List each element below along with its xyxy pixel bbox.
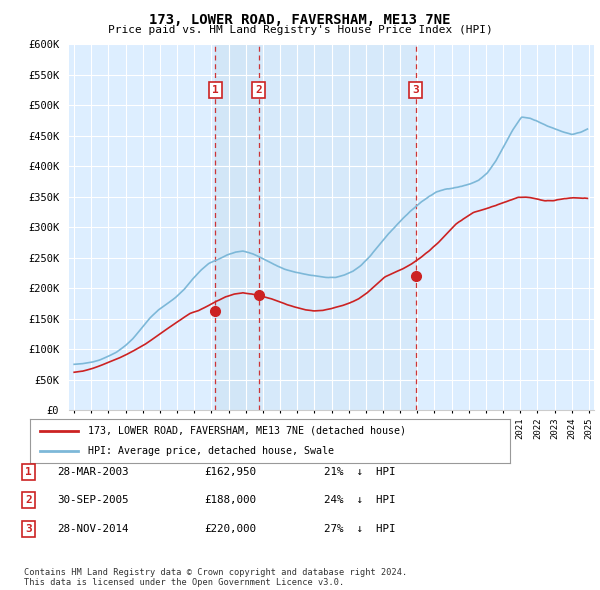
Text: 1: 1	[212, 85, 219, 95]
Text: HPI: Average price, detached house, Swale: HPI: Average price, detached house, Swal…	[88, 446, 334, 456]
Text: 27%  ↓  HPI: 27% ↓ HPI	[324, 524, 395, 533]
Text: Price paid vs. HM Land Registry's House Price Index (HPI): Price paid vs. HM Land Registry's House …	[107, 25, 493, 35]
Text: 28-NOV-2014: 28-NOV-2014	[57, 524, 128, 533]
Text: 30-SEP-2005: 30-SEP-2005	[57, 496, 128, 505]
Text: 28-MAR-2003: 28-MAR-2003	[57, 467, 128, 477]
Text: This data is licensed under the Open Government Licence v3.0.: This data is licensed under the Open Gov…	[24, 578, 344, 587]
Text: 173, LOWER ROAD, FAVERSHAM, ME13 7NE: 173, LOWER ROAD, FAVERSHAM, ME13 7NE	[149, 13, 451, 27]
Bar	[259, 44, 416, 410]
Text: 173, LOWER ROAD, FAVERSHAM, ME13 7NE (detached house): 173, LOWER ROAD, FAVERSHAM, ME13 7NE (de…	[88, 426, 406, 436]
Text: 3: 3	[25, 524, 32, 533]
Text: Contains HM Land Registry data © Crown copyright and database right 2024.: Contains HM Land Registry data © Crown c…	[24, 568, 407, 577]
Text: 3: 3	[412, 85, 419, 95]
Text: 2: 2	[255, 85, 262, 95]
Bar	[215, 44, 259, 410]
Text: £220,000: £220,000	[204, 524, 256, 533]
Text: 21%  ↓  HPI: 21% ↓ HPI	[324, 467, 395, 477]
Text: 24%  ↓  HPI: 24% ↓ HPI	[324, 496, 395, 505]
Text: £188,000: £188,000	[204, 496, 256, 505]
Text: £162,950: £162,950	[204, 467, 256, 477]
Text: 2: 2	[25, 496, 32, 505]
Text: 1: 1	[25, 467, 32, 477]
